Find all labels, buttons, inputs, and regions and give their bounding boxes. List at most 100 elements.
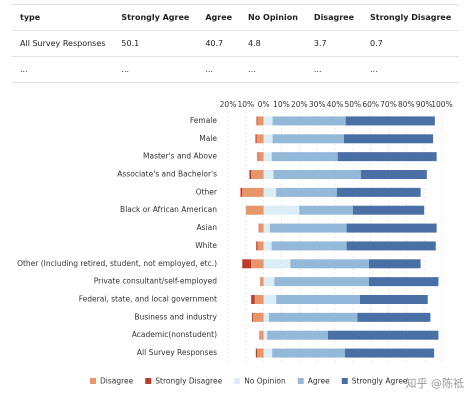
bar-segment — [252, 312, 264, 322]
bar-segment — [368, 259, 421, 269]
x-tick-label: 30% — [309, 100, 326, 109]
x-tick-label: 10% — [273, 100, 290, 109]
bar-segment — [263, 152, 272, 162]
y-tick-label: Male — [199, 134, 217, 143]
bar-segment — [257, 348, 264, 358]
legend-swatch — [234, 378, 241, 384]
bar-segment — [251, 170, 264, 179]
bar-segment — [263, 241, 272, 251]
bar-segment — [263, 187, 277, 197]
table-row: .................. — [12, 56, 460, 83]
bar-segment — [260, 277, 264, 287]
legend-swatch — [145, 378, 152, 384]
bar-segment — [256, 134, 264, 144]
bar-segment — [344, 348, 435, 358]
y-tick-label: White — [195, 241, 217, 250]
bar-segment — [272, 116, 346, 126]
y-tick-label: Other (Including retired, student, not e… — [17, 259, 217, 268]
table-cell: 50.1 — [113, 30, 198, 57]
legend-label: Agree — [308, 377, 330, 386]
y-tick-label: Asian — [197, 223, 218, 232]
table-cell: ... — [12, 56, 114, 83]
bar-segment — [256, 241, 258, 251]
legend-label: Disagree — [100, 377, 134, 386]
bar-segment — [269, 312, 358, 322]
bar-segment — [290, 259, 369, 269]
bar-segment — [273, 170, 361, 179]
bar-segment — [336, 187, 421, 197]
table-cell: ... — [113, 56, 198, 83]
bar-segment — [263, 312, 270, 322]
bar-segment — [257, 116, 264, 126]
bar-segment — [260, 330, 264, 340]
bar-segment — [255, 348, 258, 358]
watermark: 知乎 @陈祗 — [406, 376, 465, 390]
bar-segment — [352, 205, 425, 215]
bar-segment — [255, 134, 257, 144]
table-cell: ... — [197, 56, 241, 83]
bar-segment — [258, 152, 264, 162]
bar-segment — [258, 223, 260, 233]
bar-segment — [263, 295, 277, 304]
legend-swatch — [297, 378, 304, 384]
bar-segment — [263, 277, 275, 287]
bar-segment — [276, 187, 337, 197]
bar-segment — [263, 330, 268, 340]
bar-segment — [259, 330, 261, 340]
y-tick-label: All Survey Responses — [137, 348, 217, 357]
y-tick-label: Associate's and Bachelor's — [117, 170, 217, 179]
bar-segment — [242, 259, 252, 269]
bar-segment — [263, 116, 273, 126]
bar-segment — [272, 134, 344, 144]
bar-segment — [263, 223, 270, 233]
x-tick-label: 60% — [362, 100, 379, 109]
column-header: type — [12, 4, 114, 31]
bar-segment — [254, 295, 264, 304]
legend-swatch — [341, 378, 348, 384]
bar-segment — [259, 223, 264, 233]
table-cell: 3.7 — [305, 30, 362, 57]
legend-label: No Opinion — [244, 377, 286, 386]
bar-segment — [357, 312, 431, 322]
y-tick-label: Academic(nonstudent) — [132, 330, 217, 339]
bar-segment — [345, 116, 435, 126]
bar-segment — [257, 241, 264, 251]
bar-segment — [245, 205, 264, 215]
column-header: Strongly Disagree — [362, 4, 460, 31]
bar-segment — [272, 348, 345, 358]
table-cell: ... — [240, 56, 306, 83]
bar-segment — [263, 259, 291, 269]
bar-segment — [368, 277, 439, 287]
legend-label: Strongly Agree — [352, 377, 408, 386]
bar-segment — [346, 241, 436, 251]
legend-label: Strongly Disagree — [155, 377, 222, 386]
table-body: All Survey Responses 50.1 40.7 4.8 3.7 0.7...… — [12, 30, 460, 83]
bar-segment — [256, 116, 258, 126]
y-tick-label: Master's and Above — [143, 152, 217, 161]
bar-segment — [360, 170, 427, 179]
bar-segment — [359, 295, 428, 304]
y-tick-label: Black or African American — [120, 205, 217, 214]
bar-segment — [263, 134, 273, 144]
bar-segment — [240, 187, 243, 197]
table-cell: ... — [362, 56, 460, 83]
x-tick-label: 90% — [416, 100, 433, 109]
y-tick-label: Other — [196, 187, 218, 196]
bar-segment — [249, 170, 252, 179]
y-tick-label: Business and industry — [134, 312, 217, 321]
bar-segment — [257, 152, 259, 162]
bar-segment — [267, 330, 328, 340]
x-tick-label: 40% — [327, 100, 344, 109]
bar-segment — [343, 134, 434, 144]
x-tick-label: 70% — [380, 100, 397, 109]
data-table: type Strongly Agree Agree No Opinion Disagre… — [12, 4, 460, 83]
x-tick-label: 80% — [398, 100, 415, 109]
bar-segment — [251, 259, 264, 269]
bar-segment — [299, 205, 353, 215]
bar-segment — [251, 295, 255, 304]
table-cell: ... — [305, 56, 362, 83]
bar-segment — [252, 312, 253, 322]
bar-segment — [271, 241, 347, 251]
